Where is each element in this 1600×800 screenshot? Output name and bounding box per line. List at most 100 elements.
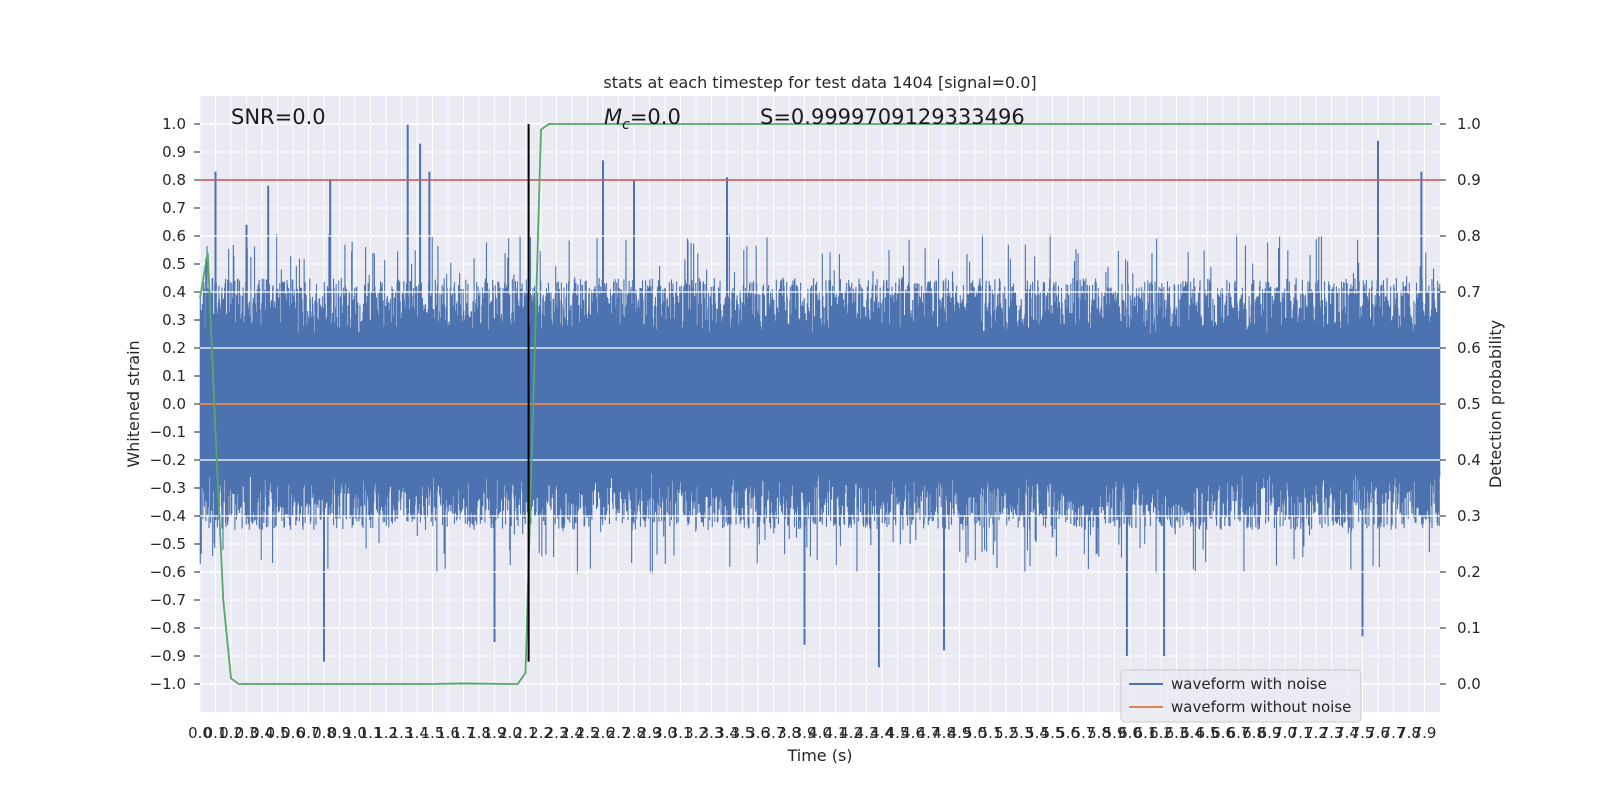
legend-box: [1120, 669, 1362, 723]
x-tick-label: 7.2: [1304, 724, 1328, 742]
y-tick-label: 0.9: [162, 143, 186, 161]
x-tick-label: 0.8: [312, 724, 336, 742]
x-tick-label: 5.2: [994, 724, 1018, 742]
x-tick-label: 7.1: [1289, 724, 1313, 742]
x-tick-label: 1.3: [390, 724, 414, 742]
x-tick-label: 4.4: [870, 724, 894, 742]
s-annotation: S=0.9999709129333496: [760, 105, 1025, 129]
x-tick-label: 6.4: [1180, 724, 1204, 742]
x-tick-label: 6.9: [1258, 724, 1282, 742]
y2-tick-label: 0.1: [1457, 619, 1481, 637]
legend-label-noise: waveform with noise: [1171, 675, 1327, 693]
data-layer: [199, 123, 1441, 685]
y-tick-label: 0.5: [162, 255, 186, 273]
x-tick-label: 5.0: [963, 724, 987, 742]
tick-layer: 0.00.10.20.30.40.50.60.70.80.91.01.11.21…: [150, 115, 1481, 742]
x-tick-label: 0.4: [250, 724, 274, 742]
x-tick-label: 3.3: [700, 724, 724, 742]
x-tick-label: 2.8: [622, 724, 646, 742]
x-tick-label: 5.7: [1072, 724, 1096, 742]
y-tick-label: −0.2: [150, 451, 186, 469]
x-tick-label: 3.9: [793, 724, 817, 742]
x-tick-label: 2.9: [638, 724, 662, 742]
x-tick-label: 3.6: [746, 724, 770, 742]
x-tick-label: 0.6: [281, 724, 305, 742]
y2-tick-label: 0.2: [1457, 563, 1481, 581]
x-tick-label: 1.0: [343, 724, 367, 742]
x-tick-label: 7.8: [1397, 724, 1421, 742]
x-tick-label: 3.1: [669, 724, 693, 742]
y-tick-label: 0.1: [162, 367, 186, 385]
x-tick-label: 5.3: [1010, 724, 1034, 742]
x-tick-label: 0.7: [297, 724, 321, 742]
x-tick-label: 4.8: [932, 724, 956, 742]
y-tick-label: −0.8: [150, 619, 186, 637]
y-tick-label: 0.4: [162, 283, 186, 301]
x-tick-label: 1.7: [452, 724, 476, 742]
x-tick-label: 6.2: [1149, 724, 1173, 742]
x-tick-label: 5.5: [1041, 724, 1065, 742]
y2-tick-label: 0.7: [1457, 283, 1481, 301]
x-tick-label: 2.4: [560, 724, 584, 742]
mc-subscript: c: [622, 117, 630, 133]
y2-axis-title: Detection probability: [1486, 320, 1505, 488]
y-tick-label: −0.7: [150, 591, 186, 609]
x-tick-label: 5.1: [979, 724, 1003, 742]
y-tick-label: −1.0: [150, 675, 186, 693]
x-tick-label: 4.7: [917, 724, 941, 742]
x-tick-label: 1.9: [483, 724, 507, 742]
x-tick-label: 1.4: [405, 724, 429, 742]
mc-value: =0.0: [630, 105, 681, 129]
y2-tick-label: 0.3: [1457, 507, 1481, 525]
x-tick-label: 2.3: [545, 724, 569, 742]
x-tick-label: 3.4: [715, 724, 739, 742]
x-tick-label: 6.5: [1196, 724, 1220, 742]
x-tick-label: 5.8: [1087, 724, 1111, 742]
x-tick-label: 7.4: [1335, 724, 1359, 742]
y-tick-label: −0.5: [150, 535, 186, 553]
x-tick-label: 0.2: [219, 724, 243, 742]
y-tick-label: −0.9: [150, 647, 186, 665]
y-tick-label: −0.1: [150, 423, 186, 441]
x-tick-label: 6.3: [1165, 724, 1189, 742]
x-tick-label: 4.5: [886, 724, 910, 742]
y-tick-label: 0.6: [162, 227, 186, 245]
x-tick-label: 2.0: [498, 724, 522, 742]
x-tick-label: 5.4: [1025, 724, 1049, 742]
y-tick-label: −0.4: [150, 507, 186, 525]
x-tick-label: 5.9: [1103, 724, 1127, 742]
y2-tick-label: 0.5: [1457, 395, 1481, 413]
legend: waveform with noise waveform without noi…: [1120, 669, 1362, 723]
x-tick-label: 0.1: [204, 724, 228, 742]
x-tick-label: 7.5: [1351, 724, 1375, 742]
x-tick-label: 4.0: [808, 724, 832, 742]
chart-title: stats at each timestep for test data 140…: [603, 73, 1036, 92]
x-tick-label: 4.9: [948, 724, 972, 742]
x-tick-label: 3.0: [653, 724, 677, 742]
x-tick-label: 6.1: [1134, 724, 1158, 742]
series-detection-probability: [199, 123, 1433, 685]
x-tick-label: 0.0: [188, 724, 212, 742]
snr-annotation: SNR=0.0: [231, 105, 326, 129]
mc-symbol: M: [604, 105, 622, 129]
y2-tick-label: 1.0: [1457, 115, 1481, 133]
x-tick-label: 7.6: [1366, 724, 1390, 742]
x-axis-title: Time (s): [786, 746, 852, 765]
y-tick-label: −0.6: [150, 563, 186, 581]
y-tick-label: 0.2: [162, 339, 186, 357]
x-tick-label: 6.8: [1242, 724, 1266, 742]
x-tick-label: 0.5: [266, 724, 290, 742]
x-tick-label: 4.2: [839, 724, 863, 742]
x-tick-label: 1.2: [374, 724, 398, 742]
y2-tick-label: 0.6: [1457, 339, 1481, 357]
x-tick-label: 2.1: [514, 724, 538, 742]
y-tick-label: 1.0: [162, 115, 186, 133]
x-tick-label: 2.5: [576, 724, 600, 742]
x-tick-label: 6.6: [1211, 724, 1235, 742]
y-tick-label: 0.7: [162, 199, 186, 217]
x-tick-label: 6.0: [1118, 724, 1142, 742]
mc-annotation: Mc=0.0: [604, 105, 681, 133]
y-tick-label: 0.8: [162, 171, 186, 189]
